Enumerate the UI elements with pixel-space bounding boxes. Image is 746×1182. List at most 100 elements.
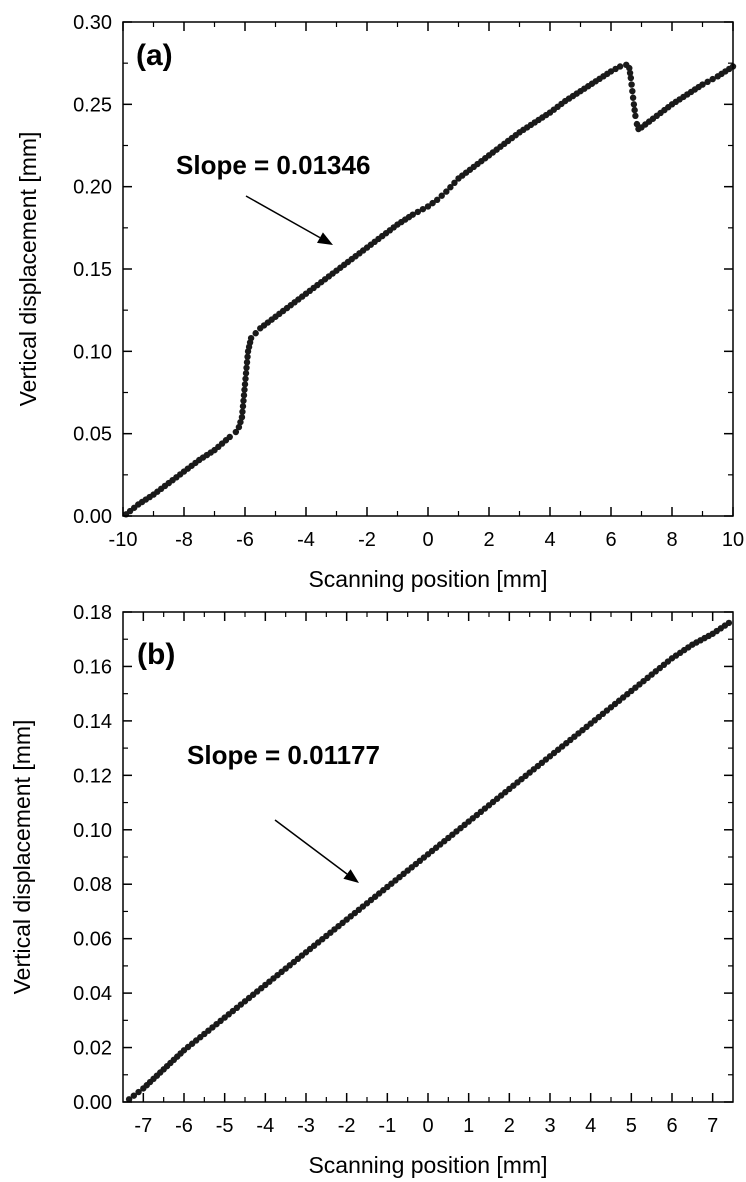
x-tick-label: 0 (422, 529, 433, 551)
data-point (241, 386, 248, 393)
data-point (243, 364, 250, 371)
data-point (709, 75, 716, 83)
data-point (237, 418, 244, 426)
annotation-arrow-line (245, 195, 321, 239)
slope-annotation: Slope = 0.01346 (176, 150, 370, 180)
x-tick-label: -1 (378, 1115, 396, 1137)
data-point (424, 203, 432, 210)
y-tick-label: 0.25 (73, 94, 112, 116)
data-point (626, 69, 634, 77)
annotation-arrow-head (343, 869, 359, 883)
data-point (725, 619, 733, 627)
y-tick-label: 0.08 (73, 874, 112, 896)
data-point (235, 423, 243, 431)
x-tick-label: 10 (722, 529, 744, 551)
data-point (226, 433, 233, 441)
x-tick-label: 2 (504, 1115, 515, 1137)
data-point (630, 101, 638, 108)
x-tick-label: 1 (463, 1115, 474, 1137)
data-point (125, 1096, 133, 1103)
y-tick-label: 0.20 (73, 177, 112, 199)
x-tick-label: 0 (422, 1115, 433, 1137)
slope-annotation: Slope = 0.01177 (187, 740, 380, 770)
data-point (247, 334, 255, 342)
data-point (628, 81, 635, 88)
data-point (616, 63, 624, 70)
y-tick-labels: 0.00 0.02 0.04 0.06 0.08 0.10 0.12 0.14 0.16 0.18 (73, 602, 112, 1114)
panel-b: -7 -6 -5 -4 -3 -2 -1 0 1 2 3 4 5 6 7 0.000.020.040.060… (9, 602, 734, 1178)
panel-label: (b) (137, 638, 175, 671)
data-point (241, 381, 249, 388)
y-tick-label: 0.00 (73, 1092, 112, 1114)
axis-ticks (123, 611, 733, 1103)
y-tick-label: 0.15 (73, 259, 112, 281)
data-point (242, 370, 250, 377)
data-point (419, 205, 427, 213)
data-point (239, 403, 247, 410)
x-tick-label: -5 (216, 1115, 234, 1137)
data-point (443, 188, 450, 195)
y-tick-label: 0.00 (73, 506, 112, 528)
x-tick-label: -6 (236, 529, 254, 551)
x-tick-label: 3 (544, 1115, 555, 1137)
data-point (242, 375, 249, 382)
series-points (125, 619, 733, 1103)
data-point (130, 1092, 138, 1099)
annotation-arrow-line (274, 819, 348, 875)
annotation-arrow-head (317, 232, 333, 245)
data-point (244, 353, 251, 361)
data-point (704, 78, 711, 86)
y-axis-title: Vertical displacement [mm] (15, 132, 41, 407)
data-point (135, 1088, 142, 1096)
panel-label: (a) (136, 39, 173, 72)
data-point (429, 199, 436, 207)
data-point (239, 408, 246, 415)
data-point (633, 120, 641, 128)
data-point (414, 208, 422, 216)
data-point (243, 359, 251, 366)
y-tick-label: 0.10 (73, 820, 112, 842)
x-tick-label: -4 (297, 529, 315, 551)
axis-ticks (122, 21, 734, 517)
x-tick-label: 5 (626, 1115, 637, 1137)
y-tick-label: 0.02 (73, 1038, 112, 1060)
data-point (699, 81, 706, 88)
y-axis-title: Vertical displacement [mm] (9, 720, 35, 995)
data-point (409, 211, 416, 218)
x-tick-labels: -7 -6 -5 -4 -3 -2 -1 0 1 2 3 4 5 6 7 (134, 1115, 718, 1137)
y-tick-label: 0.16 (73, 656, 112, 678)
x-tick-labels: -10 -8 -6 -4 -2 0 2 4 6 8 10 (109, 529, 745, 551)
data-point (632, 112, 639, 120)
data-point (627, 74, 635, 82)
x-axis-title: Scanning position [mm] (308, 1152, 547, 1178)
data-point (631, 106, 638, 114)
x-tick-label: -2 (338, 1115, 356, 1137)
x-tick-label: 7 (707, 1115, 718, 1137)
y-tick-label: 0.18 (73, 602, 112, 624)
data-point (433, 196, 441, 204)
x-tick-label: -2 (358, 529, 376, 551)
data-point (252, 330, 259, 337)
y-tick-label: 0.06 (73, 929, 112, 951)
data-point (629, 87, 636, 95)
data-point (238, 414, 246, 421)
data-point (438, 192, 445, 199)
y-tick-label: 0.05 (73, 424, 112, 446)
x-tick-label: 4 (585, 1115, 596, 1137)
panel-a: -10 -8 -6 -4 -2 0 2 4 6 8 10 0.000.050.100.150.200… (15, 12, 744, 592)
x-tick-label: 6 (605, 529, 616, 551)
data-point (451, 179, 458, 187)
x-tick-label: -8 (175, 529, 193, 551)
data-point (240, 397, 247, 404)
series-points (122, 61, 737, 518)
x-tick-label: 6 (666, 1115, 677, 1137)
y-tick-label: 0.14 (73, 711, 112, 733)
data-point (232, 428, 240, 436)
x-axis-title: Scanning position [mm] (308, 566, 547, 592)
y-tick-label: 0.04 (73, 983, 112, 1005)
y-tick-label: 0.12 (73, 765, 112, 787)
x-tick-label: 8 (666, 529, 677, 551)
x-tick-label: -4 (256, 1115, 274, 1137)
y-tick-labels: 0.00 0.05 0.10 0.15 0.20 0.25 0.30 (73, 12, 112, 528)
